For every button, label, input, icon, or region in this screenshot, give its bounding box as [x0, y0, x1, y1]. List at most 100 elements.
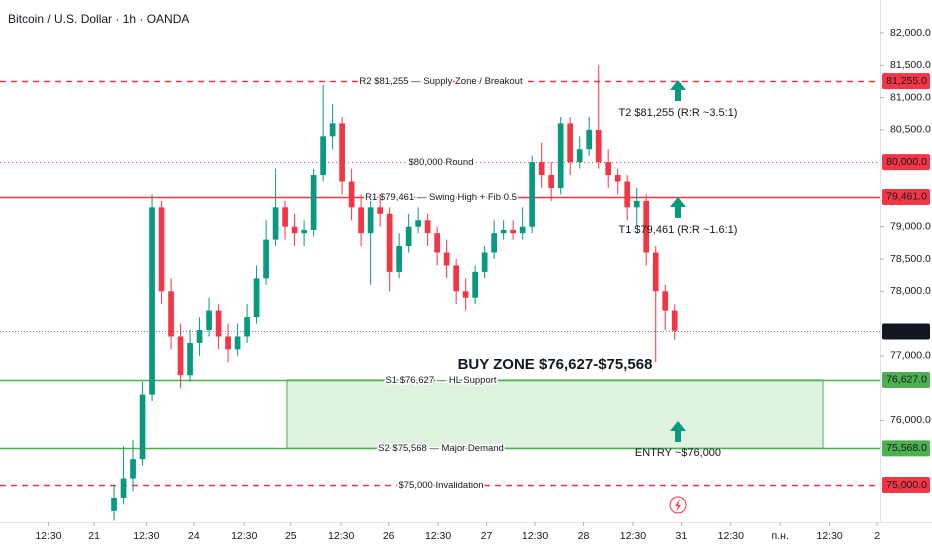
x-tick-label: 31: [676, 530, 688, 542]
annotation: T2 $81,255 (R:R ~3.5:1): [619, 107, 738, 119]
candle-body: [643, 200, 650, 253]
x-tick-label: 25: [285, 530, 297, 542]
y-tick-label: 82,000.0: [890, 27, 931, 39]
candle-body: [662, 291, 669, 311]
candle-body: [225, 336, 231, 350]
y-tick-label: 77,000.0: [890, 350, 931, 362]
price-tag-label: 80,000.0: [886, 156, 927, 168]
candle-body: [377, 207, 383, 214]
candle-body: [538, 162, 545, 176]
candle-body: [320, 136, 326, 176]
target-arrow: [670, 80, 686, 101]
price-tag: [882, 440, 930, 457]
annotation: T1 $79,461 (R:R ~1.6:1): [619, 224, 738, 236]
annotation: BUY ZONE $76,627-$75,568: [458, 356, 653, 373]
candle-body: [481, 252, 488, 272]
x-tick-label: 12:30: [718, 530, 744, 542]
level-label: $80,000 Round: [409, 157, 474, 168]
candle-body: [519, 226, 526, 234]
y-tick-label: 80,500.0: [890, 124, 931, 136]
candle-body: [339, 123, 345, 182]
x-tick-label: 26: [383, 530, 395, 542]
level-label: S1 $76,627 — HL Support: [385, 375, 496, 386]
candle-body: [472, 271, 479, 298]
x-tick-label: 12:30: [522, 530, 548, 542]
candle-body: [348, 181, 355, 208]
price-tag: [882, 323, 930, 340]
candle-body: [291, 226, 298, 234]
candle-body: [196, 330, 203, 343]
candle-body: [111, 497, 117, 511]
candle-body: [263, 239, 269, 279]
candle-body: [386, 213, 393, 272]
level-label: R1 $79,461 — Swing High + Fib 0.5: [365, 192, 517, 203]
candle-body: [206, 310, 212, 331]
x-tick-label: 24: [188, 530, 200, 542]
level-label: S2 $75,568 — Major Demand: [378, 443, 504, 454]
buy-zone: [286, 379, 824, 449]
candle-body: [671, 310, 678, 331]
candle-body: [168, 291, 174, 337]
x-tick-label: 12:30: [816, 530, 842, 542]
chart-title: Bitcoin / U.S. Dollar · 1h · OANDA: [8, 12, 189, 26]
candle-body: [120, 478, 127, 498]
x-tick-label: 21: [88, 530, 100, 542]
candle-body: [605, 162, 612, 176]
candle-body: [462, 291, 469, 298]
candle-body: [548, 175, 555, 188]
y-tick-label: 79,000.0: [890, 220, 931, 232]
candle-body: [234, 336, 241, 350]
candle-body: [149, 207, 155, 395]
x-tick-label: 12:30: [231, 530, 257, 542]
candle-body: [624, 181, 631, 208]
candle-body: [453, 265, 460, 292]
target-arrow: [670, 421, 686, 442]
price-tag: [882, 73, 930, 90]
candle-body: [358, 207, 364, 234]
target-arrow: [670, 197, 686, 218]
price-tag: [882, 371, 930, 388]
candle-body: [177, 336, 184, 376]
candle-body: [244, 317, 250, 337]
x-tick-label: п.н.: [772, 530, 789, 542]
x-tick-label: 12:30: [620, 530, 646, 542]
candle-body: [510, 229, 517, 234]
candle-body: [215, 310, 222, 337]
price-tag: [882, 154, 930, 171]
x-tick-label: 12:30: [35, 530, 61, 542]
y-tick-label: 78,000.0: [890, 285, 931, 297]
candle-body: [272, 207, 279, 240]
candle-body: [567, 123, 574, 163]
level-label: $75,000 Invalidation: [398, 480, 483, 491]
candle-body: [491, 233, 498, 253]
y-tick-label: 81,000.0: [890, 91, 931, 103]
x-tick-label: 2: [874, 530, 880, 542]
candle-body: [415, 220, 421, 227]
price-tag-label: 81,255.0: [886, 75, 927, 87]
candle-body: [282, 207, 288, 227]
x-tick-label: 12:30: [425, 530, 451, 542]
candle-body: [529, 162, 536, 227]
candle-body: [586, 129, 593, 150]
y-tick-label: 76,000.0: [890, 414, 931, 426]
y-tick-label: 81,500.0: [890, 59, 931, 71]
x-tick-label: 27: [481, 530, 493, 542]
x-tick-label: 12:30: [328, 530, 354, 542]
candle-body: [405, 226, 412, 247]
candle-body: [158, 207, 165, 292]
candle-body: [253, 278, 260, 318]
price-tag: [882, 188, 930, 205]
price-tag-label: 76,627.0: [886, 374, 927, 386]
candle-body: [139, 394, 146, 460]
x-tick-label: 12:30: [133, 530, 159, 542]
x-tick-label: 28: [578, 530, 590, 542]
y-tick-label: 78,500.0: [890, 253, 931, 265]
candle-body: [329, 123, 336, 137]
price-tag: [882, 477, 930, 494]
annotation: ENTRY ~$76,000: [635, 447, 721, 459]
price-tag-label: 75,000.0: [886, 479, 927, 491]
event-icon-bolt: [675, 499, 681, 512]
candle-body: [595, 129, 602, 163]
candle-body: [187, 342, 193, 376]
